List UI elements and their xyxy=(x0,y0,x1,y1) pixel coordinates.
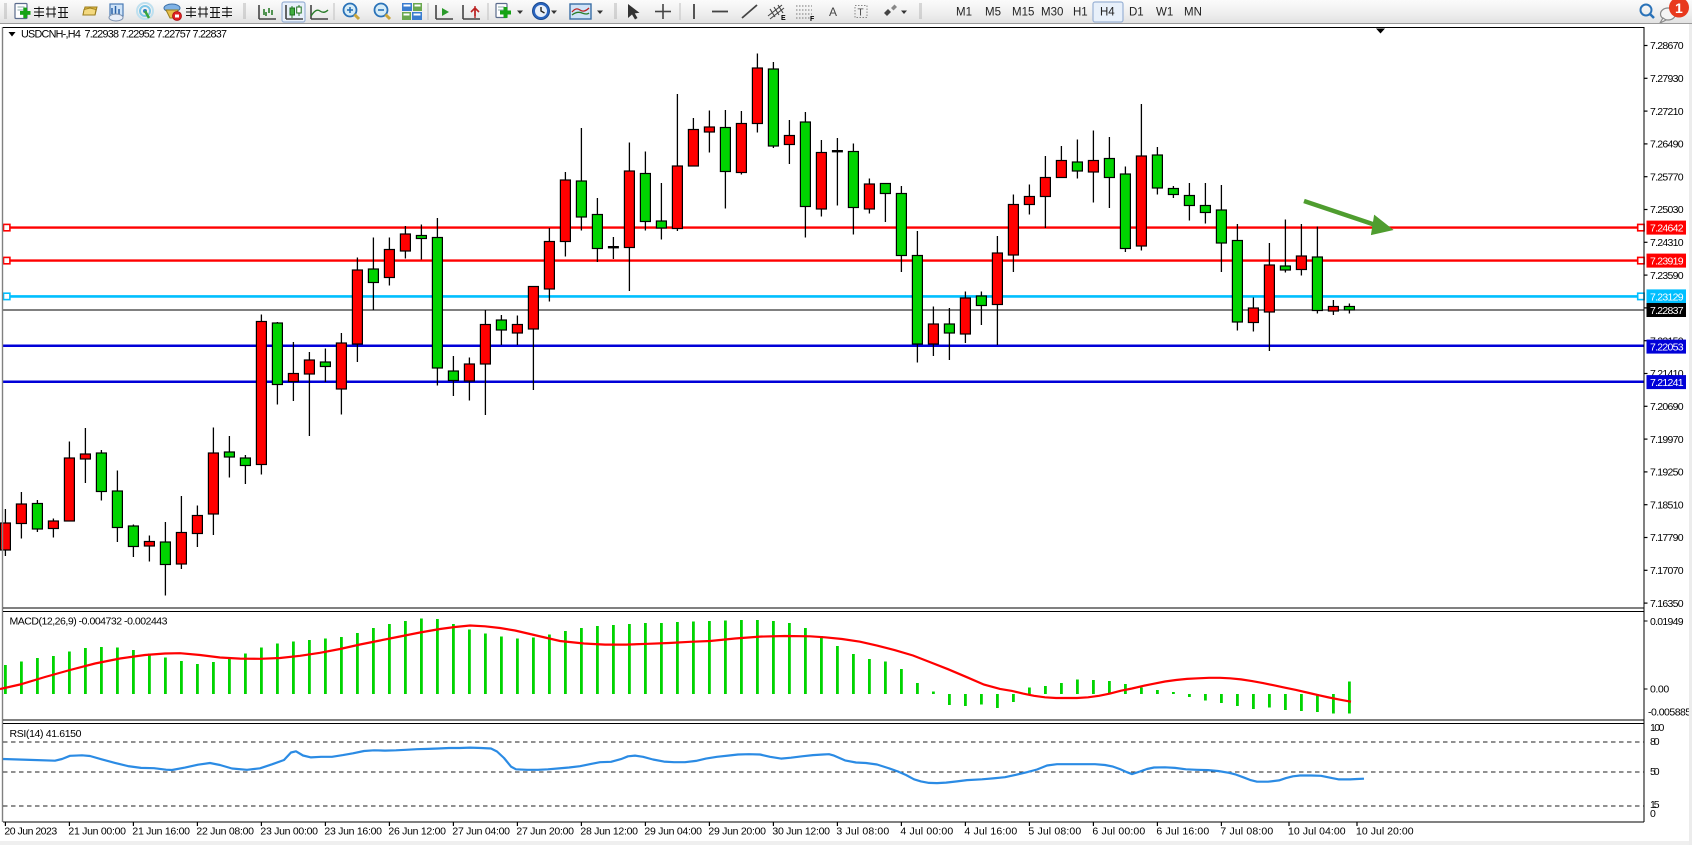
svg-text:7.25770: 7.25770 xyxy=(1650,171,1684,183)
svg-text:7.24310: 7.24310 xyxy=(1650,237,1684,249)
svg-text:MN: MN xyxy=(1184,7,1202,19)
svg-text:29 Jun 04:00: 29 Jun 04:00 xyxy=(644,826,702,838)
svg-text:4 Jul 16:00: 4 Jul 16:00 xyxy=(964,826,1017,838)
svg-text:0: 0 xyxy=(1650,808,1656,820)
svg-text:7.19250: 7.19250 xyxy=(1650,467,1684,479)
svg-text:100: 100 xyxy=(1650,722,1665,734)
svg-text:0.00: 0.00 xyxy=(1650,684,1669,696)
svg-text:28 Jun 12:00: 28 Jun 12:00 xyxy=(580,826,638,838)
svg-text:7.27930: 7.27930 xyxy=(1650,73,1684,85)
svg-text:27 Jun 20:00: 27 Jun 20:00 xyxy=(516,826,574,838)
svg-text:5 Jul 08:00: 5 Jul 08:00 xyxy=(1028,826,1081,838)
svg-text:M5: M5 xyxy=(985,7,1001,19)
svg-text:3 Jul 08:00: 3 Jul 08:00 xyxy=(836,826,889,838)
svg-text:7.20690: 7.20690 xyxy=(1650,401,1684,413)
svg-text:23 Jun 00:00: 23 Jun 00:00 xyxy=(260,826,318,838)
svg-text:7.18510: 7.18510 xyxy=(1650,499,1684,511)
svg-text:20 Jun 2023: 20 Jun 2023 xyxy=(4,826,57,838)
svg-text:7.25030: 7.25030 xyxy=(1650,204,1684,216)
svg-text:0.01949: 0.01949 xyxy=(1650,616,1684,628)
svg-text:21 Jun 16:00: 21 Jun 16:00 xyxy=(132,826,190,838)
svg-text:23 Jun 16:00: 23 Jun 16:00 xyxy=(324,826,382,838)
svg-text:50: 50 xyxy=(1650,766,1660,778)
svg-text:7.22053: 7.22053 xyxy=(1650,342,1684,354)
svg-text:22 Jun 08:00: 22 Jun 08:00 xyxy=(196,826,254,838)
svg-text:7.21241: 7.21241 xyxy=(1650,377,1684,389)
svg-text:A: A xyxy=(829,5,837,19)
svg-text:7.23129: 7.23129 xyxy=(1650,291,1684,303)
svg-text:M15: M15 xyxy=(1012,7,1034,19)
svg-text:7 Jul 08:00: 7 Jul 08:00 xyxy=(1220,826,1273,838)
svg-text:7.28670: 7.28670 xyxy=(1650,40,1684,52)
svg-text:M1: M1 xyxy=(956,7,972,19)
svg-text:-0.005885: -0.005885 xyxy=(1648,707,1691,719)
svg-text:RSI(14) 41.6150: RSI(14) 41.6150 xyxy=(10,728,82,740)
svg-text:7.17070: 7.17070 xyxy=(1650,565,1684,577)
svg-text:7.19970: 7.19970 xyxy=(1650,434,1684,446)
svg-text:F: F xyxy=(810,16,815,23)
svg-text:6 Jul 00:00: 6 Jul 00:00 xyxy=(1092,826,1145,838)
svg-text:MACD(12,26,9) -0.004732 -0.002: MACD(12,26,9) -0.004732 -0.002443 xyxy=(10,616,168,628)
svg-text:7.22837: 7.22837 xyxy=(1650,305,1684,317)
svg-text:D1: D1 xyxy=(1129,7,1144,19)
svg-text:26 Jun 12:00: 26 Jun 12:00 xyxy=(388,826,446,838)
svg-text:7.16350: 7.16350 xyxy=(1650,598,1684,610)
svg-text:1: 1 xyxy=(1675,0,1683,16)
svg-text:27 Jun 04:00: 27 Jun 04:00 xyxy=(452,826,510,838)
svg-text:7.17790: 7.17790 xyxy=(1650,532,1684,544)
svg-text:15: 15 xyxy=(1650,799,1660,811)
svg-text:7.27210: 7.27210 xyxy=(1650,106,1684,118)
svg-text:10 Jul 04:00: 10 Jul 04:00 xyxy=(1288,826,1346,838)
svg-text:29 Jun 20:00: 29 Jun 20:00 xyxy=(708,826,766,838)
svg-text:H1: H1 xyxy=(1073,7,1088,19)
svg-text:21 Jun 00:00: 21 Jun 00:00 xyxy=(68,826,126,838)
svg-text:30 Jun 12:00: 30 Jun 12:00 xyxy=(772,826,830,838)
svg-text:10 Jul 20:00: 10 Jul 20:00 xyxy=(1356,826,1414,838)
svg-text:USDCNH-,H4 7.22938 7.22952 7.: USDCNH-,H4 7.22938 7.22952 7.22757 7.228… xyxy=(21,29,227,41)
svg-text:7.23590: 7.23590 xyxy=(1650,270,1684,282)
svg-text:6 Jul 16:00: 6 Jul 16:00 xyxy=(1156,826,1209,838)
svg-text:4 Jul 00:00: 4 Jul 00:00 xyxy=(900,826,953,838)
svg-text:W1: W1 xyxy=(1156,7,1173,19)
svg-text:H4: H4 xyxy=(1100,7,1115,19)
svg-text:80: 80 xyxy=(1650,736,1660,748)
svg-text:E: E xyxy=(781,15,786,22)
svg-text:7.24642: 7.24642 xyxy=(1650,223,1684,235)
svg-text:7.23919: 7.23919 xyxy=(1650,256,1684,268)
svg-text:M30: M30 xyxy=(1041,7,1063,19)
svg-text:7.26490: 7.26490 xyxy=(1650,139,1684,151)
svg-text:T: T xyxy=(858,8,864,19)
